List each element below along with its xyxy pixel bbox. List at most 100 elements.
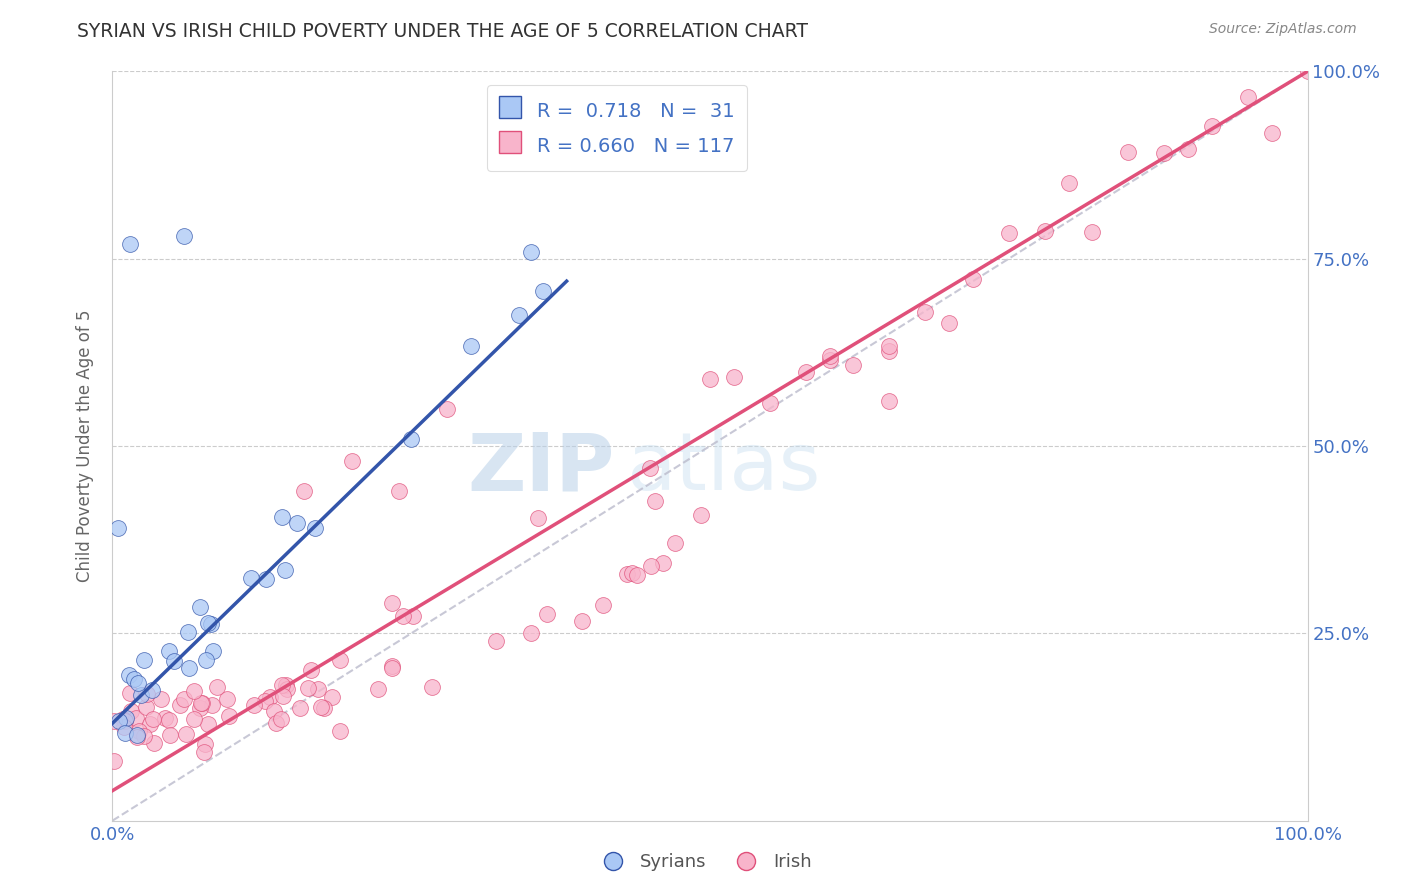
Point: [127, 676, 149, 690]
Point: [1057, 177, 1080, 191]
Point: [141, 683, 163, 698]
Point: [312, 700, 335, 714]
Point: [188, 701, 211, 715]
Point: [183, 712, 205, 726]
Point: [299, 663, 322, 677]
Legend: Syrians, Irish: Syrians, Irish: [588, 847, 818, 879]
Point: [254, 572, 277, 586]
Point: [132, 653, 155, 667]
Point: [271, 689, 294, 703]
Point: [103, 754, 125, 768]
Point: [276, 682, 298, 697]
Point: [107, 521, 129, 535]
Point: [200, 617, 222, 632]
Point: [120, 236, 142, 251]
Point: [367, 682, 389, 697]
Point: [163, 654, 186, 668]
Point: [640, 559, 662, 574]
Point: [239, 571, 262, 585]
Point: [194, 737, 217, 751]
Point: [205, 680, 228, 694]
Point: [120, 704, 142, 718]
Point: [127, 731, 149, 745]
Point: [290, 701, 312, 715]
Point: [307, 681, 329, 696]
Point: [626, 567, 648, 582]
Point: [381, 596, 404, 610]
Point: [699, 372, 721, 386]
Point: [1261, 126, 1284, 140]
Point: [1296, 64, 1319, 78]
Point: [157, 644, 180, 658]
Point: [309, 700, 332, 714]
Point: [292, 483, 315, 498]
Point: [460, 338, 482, 352]
Point: [201, 698, 224, 713]
Point: [392, 608, 415, 623]
Point: [321, 690, 343, 705]
Point: [135, 687, 157, 701]
Point: [118, 668, 141, 682]
Point: [118, 686, 141, 700]
Point: [177, 661, 200, 675]
Point: [818, 349, 841, 363]
Point: [938, 316, 960, 330]
Point: [177, 625, 200, 640]
Point: [114, 714, 136, 728]
Point: [129, 688, 152, 702]
Point: [218, 709, 240, 723]
Point: [143, 736, 166, 750]
Point: [215, 691, 238, 706]
Point: [139, 717, 162, 731]
Text: ZIP: ZIP: [467, 429, 614, 508]
Point: [1177, 142, 1199, 156]
Point: [436, 401, 458, 416]
Point: [998, 226, 1021, 240]
Point: [274, 678, 297, 692]
Text: atlas: atlas: [627, 429, 821, 508]
Point: [197, 615, 219, 630]
Point: [194, 653, 217, 667]
Point: [127, 728, 149, 742]
Point: [114, 726, 136, 740]
Point: [879, 339, 901, 353]
Y-axis label: Child Poverty Under the Age of 5: Child Poverty Under the Age of 5: [76, 310, 94, 582]
Text: SYRIAN VS IRISH CHILD POVERTY UNDER THE AGE OF 5 CORRELATION CHART: SYRIAN VS IRISH CHILD POVERTY UNDER THE …: [77, 22, 808, 41]
Point: [401, 432, 423, 446]
Point: [153, 711, 176, 725]
Point: [125, 711, 148, 725]
Point: [264, 716, 287, 731]
Point: [188, 599, 211, 614]
Point: [1201, 119, 1223, 133]
Point: [381, 661, 404, 675]
Point: [520, 626, 543, 640]
Point: [193, 745, 215, 759]
Point: [142, 712, 165, 726]
Point: [103, 714, 125, 728]
Point: [111, 712, 134, 726]
Point: [285, 516, 308, 531]
Point: [253, 694, 276, 708]
Point: [1081, 225, 1104, 239]
Point: [242, 698, 264, 712]
Point: [689, 508, 711, 523]
Point: [174, 727, 197, 741]
Point: [190, 696, 212, 710]
Point: [508, 308, 530, 322]
Point: [297, 681, 319, 696]
Point: [114, 711, 136, 725]
Point: [1237, 90, 1260, 104]
Point: [640, 461, 662, 475]
Point: [159, 729, 181, 743]
Legend: R =  0.718   N =  31, R = 0.660   N = 117: R = 0.718 N = 31, R = 0.660 N = 117: [486, 85, 747, 171]
Point: [183, 684, 205, 698]
Point: [259, 690, 281, 704]
Point: [388, 483, 411, 498]
Point: [197, 717, 219, 731]
Point: [157, 713, 180, 727]
Point: [1153, 145, 1175, 160]
Point: [149, 691, 172, 706]
Text: Source: ZipAtlas.com: Source: ZipAtlas.com: [1209, 22, 1357, 37]
Point: [536, 607, 558, 621]
Point: [270, 509, 292, 524]
